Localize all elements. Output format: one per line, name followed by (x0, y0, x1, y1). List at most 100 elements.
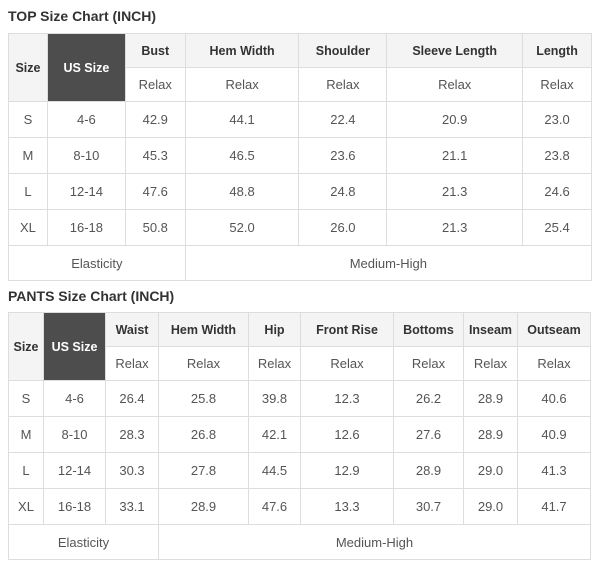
elasticity-value-cell: Medium-High (184, 245, 593, 281)
value-cell: 47.6 (124, 173, 186, 210)
top-fit-cell: Relax (386, 67, 524, 102)
top-elasticity-row: Elasticity Medium-High (8, 245, 593, 281)
value-cell: 33.1 (105, 488, 159, 525)
value-cell: 46.5 (184, 137, 300, 174)
pants-size-chart-title: PANTS Size Chart (INCH) (8, 288, 175, 304)
value-cell: 26.8 (158, 416, 249, 453)
top-fit-cell: Relax (184, 67, 300, 102)
size-cell: XL (8, 209, 48, 246)
value-cell: 28.9 (463, 380, 518, 417)
value-cell: 24.8 (298, 173, 388, 210)
value-cell: 48.8 (184, 173, 300, 210)
pants-table-row-l: L 12-14 30.3 27.8 44.5 12.9 28.9 29.0 41… (8, 452, 591, 489)
size-cell: S (8, 101, 48, 138)
value-cell: 26.0 (298, 209, 388, 246)
size-cell: M (8, 137, 48, 174)
top-column-header-sleeve-length: Sleeve Length (386, 33, 524, 68)
value-cell: 28.9 (393, 452, 464, 489)
pants-table-row-xl: XL 16-18 33.1 28.9 47.6 13.3 30.7 29.0 4… (8, 488, 591, 525)
us-size-cell: 4-6 (46, 101, 126, 138)
pants-table-row-s: S 4-6 26.4 25.8 39.8 12.3 26.2 28.9 40.6 (8, 380, 591, 417)
top-size-chart-table: Size US Size Bust Hem Width Shoulder Sle… (8, 33, 593, 281)
value-cell: 22.4 (298, 101, 388, 138)
us-size-cell: 16-18 (43, 488, 106, 525)
value-cell: 45.3 (124, 137, 186, 174)
pants-column-header-hip: Hip (248, 312, 301, 347)
top-fit-row: Relax Relax Relax Relax Relax (9, 67, 592, 102)
value-cell: 21.3 (386, 173, 524, 210)
pants-fit-cell: Relax (158, 346, 249, 381)
value-cell: 50.8 (124, 209, 186, 246)
value-cell: 28.3 (105, 416, 159, 453)
top-fit-cell: Relax (124, 67, 186, 102)
size-cell: M (8, 416, 44, 453)
top-fit-cell: Relax (522, 67, 592, 102)
value-cell: 23.0 (522, 101, 592, 138)
value-cell: 12.3 (300, 380, 394, 417)
pants-fit-cell: Relax (105, 346, 159, 381)
pants-column-header-waist: Waist (105, 312, 159, 347)
pants-column-header-outseam: Outseam (517, 312, 591, 347)
value-cell: 28.9 (158, 488, 249, 525)
pants-fit-cell: Relax (393, 346, 464, 381)
value-cell: 44.1 (184, 101, 300, 138)
top-table-row-xl: XL 16-18 50.8 52.0 26.0 21.3 25.4 (8, 209, 592, 246)
pants-size-chart-table: Size US Size Waist Hem Width Hip Front R… (8, 312, 591, 560)
value-cell: 52.0 (184, 209, 300, 246)
value-cell: 29.0 (463, 488, 518, 525)
top-size-header-cell: Size (8, 33, 48, 102)
value-cell: 21.3 (386, 209, 524, 246)
top-column-header-length: Length (522, 33, 592, 68)
value-cell: 42.9 (124, 101, 186, 138)
value-cell: 40.9 (517, 416, 591, 453)
pants-fit-cell: Relax (463, 346, 518, 381)
value-cell: 23.8 (522, 137, 592, 174)
top-fit-cell: Relax (298, 67, 388, 102)
value-cell: 24.6 (522, 173, 592, 210)
elasticity-label-cell: Elasticity (8, 245, 186, 281)
pants-column-header-bottoms: Bottoms (393, 312, 464, 347)
value-cell: 30.3 (105, 452, 159, 489)
pants-column-header-inseam: Inseam (463, 312, 518, 347)
value-cell: 30.7 (393, 488, 464, 525)
value-cell: 12.9 (300, 452, 394, 489)
value-cell: 39.8 (248, 380, 301, 417)
us-size-cell: 16-18 (46, 209, 126, 246)
value-cell: 41.7 (517, 488, 591, 525)
pants-header-row: Size US Size Waist Hem Width Hip Front R… (8, 312, 591, 381)
value-cell: 41.3 (517, 452, 591, 489)
pants-fit-cell: Relax (300, 346, 394, 381)
value-cell: 13.3 (300, 488, 394, 525)
top-column-header-shoulder: Shoulder (298, 33, 388, 68)
top-us-size-header-cell: US Size (46, 33, 126, 102)
size-cell: S (8, 380, 44, 417)
value-cell: 47.6 (248, 488, 301, 525)
value-cell: 42.1 (248, 416, 301, 453)
size-cell: L (8, 452, 44, 489)
top-column-header-bust: Bust (124, 33, 186, 68)
top-table-row-m: M 8-10 45.3 46.5 23.6 21.1 23.8 (8, 137, 592, 174)
pants-size-header-cell: Size (8, 312, 44, 381)
pants-fit-cell: Relax (248, 346, 301, 381)
top-header-row: Size US Size Bust Hem Width Shoulder Sle… (8, 33, 592, 102)
value-cell: 27.8 (158, 452, 249, 489)
value-cell: 26.4 (105, 380, 159, 417)
us-size-cell: 4-6 (43, 380, 106, 417)
us-size-cell: 8-10 (43, 416, 106, 453)
size-cell: XL (8, 488, 44, 525)
us-size-cell: 12-14 (43, 452, 106, 489)
value-cell: 23.6 (298, 137, 388, 174)
us-size-cell: 8-10 (46, 137, 126, 174)
value-cell: 40.6 (517, 380, 591, 417)
value-cell: 28.9 (463, 416, 518, 453)
pants-column-header-front-rise: Front Rise (300, 312, 394, 347)
elasticity-value-cell: Medium-High (158, 524, 591, 560)
value-cell: 44.5 (248, 452, 301, 489)
value-cell: 12.6 (300, 416, 394, 453)
top-table-row-l: L 12-14 47.6 48.8 24.8 21.3 24.6 (8, 173, 592, 210)
value-cell: 27.6 (393, 416, 464, 453)
pants-column-header-hem-width: Hem Width (158, 312, 249, 347)
top-table-row-s: S 4-6 42.9 44.1 22.4 20.9 23.0 (8, 101, 592, 138)
pants-fit-cell: Relax (517, 346, 591, 381)
